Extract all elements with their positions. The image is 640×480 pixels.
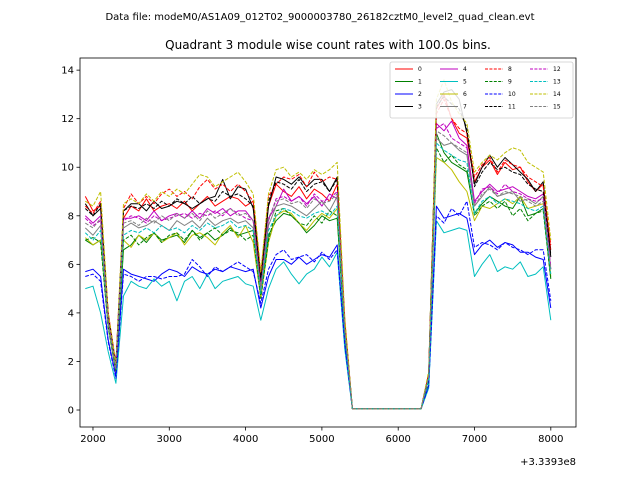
chart-title: Quadrant 3 module wise count rates with … xyxy=(165,38,491,52)
y-tick-label: 2 xyxy=(68,357,74,368)
series-line-13 xyxy=(84,142,552,410)
x-tick-label: 5000 xyxy=(309,434,334,445)
y-tick-label: 0 xyxy=(68,406,74,417)
y-tick-label: 8 xyxy=(68,211,74,222)
series-layer xyxy=(84,79,552,410)
legend-label-10: 10 xyxy=(508,91,516,98)
legend-label-1: 1 xyxy=(418,79,422,86)
x-axis: 2000 3000 4000 5000 6000 7000 8000 xyxy=(80,427,564,445)
legend-label-6: 6 xyxy=(463,91,467,98)
figure-suptitle: Data file: modeM0/AS1A09_012T02_90000037… xyxy=(105,12,534,23)
legend-label-8: 8 xyxy=(508,66,512,73)
x-tick-label: 4000 xyxy=(233,434,258,445)
series-line-10 xyxy=(85,200,552,410)
legend-label-14: 14 xyxy=(553,91,561,98)
series-line-14 xyxy=(85,79,552,410)
x-tick-label: 8000 xyxy=(538,434,563,445)
series-line-6 xyxy=(84,157,552,410)
legend-label-4: 4 xyxy=(463,66,467,73)
plot-frame xyxy=(79,57,577,428)
x-tick-label: 2000 xyxy=(80,434,105,445)
series-line-12 xyxy=(84,123,552,410)
series-line-8 xyxy=(84,98,552,410)
x-tick-label: 6000 xyxy=(385,434,410,445)
y-axis: 0 2 4 6 8 10 12 14 xyxy=(61,66,80,417)
legend-label-2: 2 xyxy=(418,91,422,98)
legend-frame xyxy=(389,61,574,119)
series-line-11 xyxy=(84,96,552,410)
legend-label-11: 11 xyxy=(508,104,516,111)
legend-label-7: 7 xyxy=(463,104,467,111)
legend-label-3: 3 xyxy=(418,104,422,111)
y-tick-label: 6 xyxy=(68,260,74,271)
y-tick-label: 14 xyxy=(61,66,74,77)
legend-label-9: 9 xyxy=(508,79,512,86)
plot-area xyxy=(80,58,576,427)
y-tick-label: 4 xyxy=(68,308,74,319)
legend-label-15: 15 xyxy=(553,104,561,111)
legend-label-0: 0 xyxy=(418,66,422,73)
x-axis-offset-label: +3.3393e8 xyxy=(520,457,576,468)
legend-label-12: 12 xyxy=(553,66,561,73)
legend-label-5: 5 xyxy=(463,79,467,86)
x-tick-label: 3000 xyxy=(157,434,182,445)
legend-label-13: 13 xyxy=(553,79,561,86)
y-tick-label: 12 xyxy=(61,114,74,125)
x-tick-label: 7000 xyxy=(462,434,487,445)
series-line-5 xyxy=(85,220,552,410)
y-tick-label: 10 xyxy=(61,163,74,174)
series-line-15 xyxy=(85,130,552,410)
